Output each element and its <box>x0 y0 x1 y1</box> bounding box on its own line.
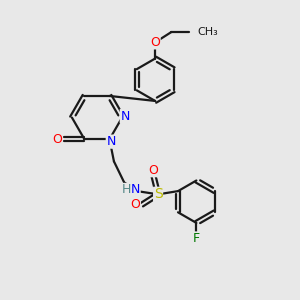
Text: N: N <box>106 135 116 148</box>
Text: O: O <box>149 164 159 177</box>
Text: CH₃: CH₃ <box>198 27 219 37</box>
Text: H: H <box>122 183 131 196</box>
Text: O: O <box>130 198 140 211</box>
Text: N: N <box>131 183 140 196</box>
Text: F: F <box>193 232 200 245</box>
Text: O: O <box>150 36 160 49</box>
Text: O: O <box>52 133 62 146</box>
Text: S: S <box>154 187 163 201</box>
Text: N: N <box>120 110 130 123</box>
